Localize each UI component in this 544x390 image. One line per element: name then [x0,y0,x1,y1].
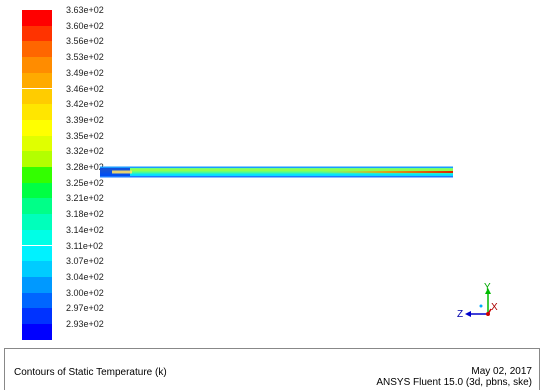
colorbar-swatch [22,88,52,105]
colorbar-swatch [22,214,52,230]
axis-y-label: Y [484,282,491,293]
pipe-top-edge [100,166,453,168]
colorbar-swatch [22,72,52,89]
colorbar-swatch [22,57,52,73]
colorbar-label: 3.21e+02 [66,193,104,204]
colorbar-swatch [22,41,52,58]
pipe-inlet-core [112,170,132,174]
colorbar-swatch [22,324,52,340]
colorbar-swatch [22,10,52,26]
colorbar-swatch [22,167,52,183]
axes-triad: Y Z X [457,282,498,320]
colorbar-label: 3.63e+02 [66,5,104,15]
colorbar-swatch [22,151,52,167]
colorbar-label: 3.28e+02 [66,162,104,172]
colorbar-swatch [22,135,52,152]
colorbar-label: 3.60e+02 [66,20,104,31]
colorbar-swatch [22,182,52,199]
colorbar-swatch [22,261,52,277]
title-frame [4,348,540,390]
plot-title: Contours of Static Temperature (k) [14,367,167,378]
colorbar-label: 3.42e+02 [66,99,104,110]
colorbar-swatch [22,229,52,246]
colorbar-label: 3.35e+02 [66,130,104,141]
colorbar-label: 3.04e+02 [66,271,104,282]
colorbar-label: 3.32e+02 [66,146,104,157]
colorbar-label: 3.25e+02 [66,177,104,188]
plot-date: May 02, 2017 [471,366,532,377]
pipe-bottom-edge [100,176,453,178]
colorbar-label: 3.46e+02 [66,83,104,94]
colorbar-label: 3.14e+02 [66,224,104,235]
pipe-body [100,167,453,177]
colorbar-label: 3.39e+02 [66,114,104,125]
colorbar-label: 2.97e+02 [66,303,104,314]
axis-x-label: X [491,302,498,313]
colorbar-swatch [22,25,52,42]
colorbar-label: 3.00e+02 [66,287,104,298]
colorbar-swatch [22,292,52,309]
solver-info: ANSYS Fluent 15.0 (3d, pbns, ske) [376,377,532,388]
colorbar-label: 3.49e+02 [66,67,104,78]
colorbar-swatch [22,198,52,215]
colorbar-legend: 3.63e+02 3.60e+02 3.56e+02 3.53e+02 3.49e+02… [0,0,120,343]
axis-z-label: Z [457,309,463,320]
colorbar-swatch [22,245,52,262]
title-bar: Contours of Static Temperature (k) May 0… [0,343,544,390]
colorbar-label: 3.56e+02 [66,36,104,47]
colorbar-swatch [22,119,52,136]
graphics-viewport[interactable]: 3.63e+02 3.60e+02 3.56e+02 3.53e+02 3.49e+02… [0,0,544,343]
colorbar-label: 3.53e+02 [66,52,104,63]
colorbar-label: 3.07e+02 [66,256,104,267]
colorbar-swatch [22,276,52,293]
colorbar-swatch [22,308,52,324]
contour-plot [100,166,453,178]
colorbar-label: 3.18e+02 [66,209,104,220]
colorbar-label: 3.11e+02 [66,240,104,251]
colorbar-swatch [22,104,52,120]
colorbar-label: 2.93e+02 [66,319,104,329]
pipe-hot-core [320,171,453,173]
